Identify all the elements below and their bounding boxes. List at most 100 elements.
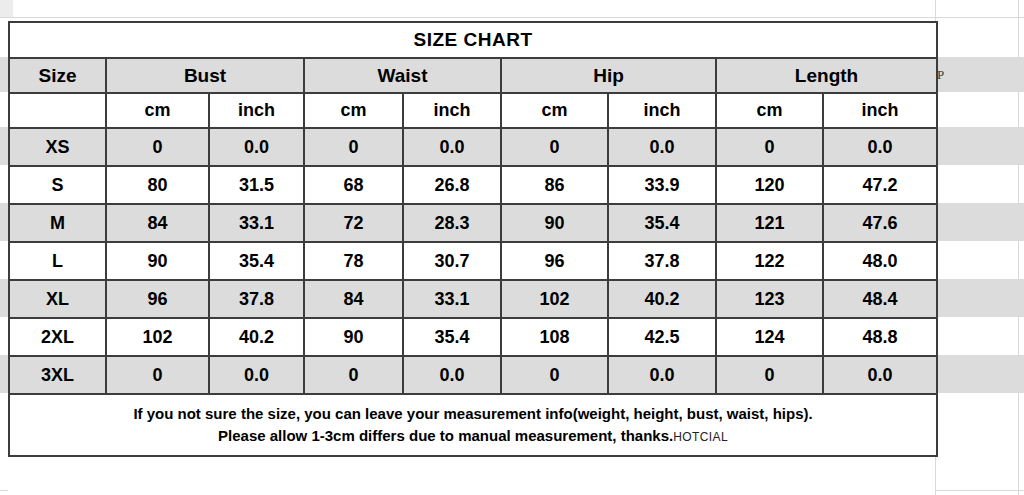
margin-stripe	[0, 57, 8, 92]
measurement-cell: 0	[304, 128, 403, 166]
measurement-cell: 90	[501, 204, 608, 242]
measurement-cell: 47.6	[823, 204, 937, 242]
column-header-hip: Hip	[501, 58, 716, 93]
table-row-3xl: 3XL 0 0.0 0 0.0 0 0.0 0 0.0	[9, 356, 937, 394]
footer-note-line1: If you not sure the size, you can leave …	[10, 403, 936, 425]
unit-header: inch	[209, 93, 304, 128]
unit-header: cm	[501, 93, 608, 128]
measurement-cell: 48.8	[823, 318, 937, 356]
size-chart-page: P SIZE CHART Size Bust Waist Hip Length …	[0, 0, 1024, 495]
spreadsheet-corner-block	[0, 0, 13, 17]
unit-header-row: cm inch cm inch cm inch cm inch	[9, 93, 937, 128]
column-header-bust: Bust	[106, 58, 304, 93]
size-cell: XL	[9, 280, 106, 318]
footer-note-row: If you not sure the size, you can leave …	[9, 394, 937, 456]
table-row-m: M 84 33.1 72 28.3 90 35.4 121 47.6	[9, 204, 937, 242]
unit-header: cm	[304, 93, 403, 128]
measurement-cell: 72	[304, 204, 403, 242]
size-cell: S	[9, 166, 106, 204]
table-title-row: SIZE CHART	[9, 22, 937, 58]
page-title: SIZE CHART	[9, 22, 937, 58]
measurement-cell: 48.0	[823, 242, 937, 280]
unit-header: inch	[823, 93, 937, 128]
measurement-cell: 0.0	[608, 128, 716, 166]
margin-stripe	[936, 127, 1024, 165]
stray-cell-text: P	[937, 66, 957, 84]
margin-stripe	[0, 355, 8, 393]
measurement-cell: 0.0	[608, 356, 716, 394]
measurement-cell: 0.0	[823, 356, 937, 394]
measurement-cell: 35.4	[403, 318, 501, 356]
measurement-cell: 121	[716, 204, 823, 242]
table-row-2xl: 2XL 102 40.2 90 35.4 108 42.5 124 48.8	[9, 318, 937, 356]
table-row-xl: XL 96 37.8 84 33.1 102 40.2 123 48.4	[9, 280, 937, 318]
measurement-cell: 0	[501, 128, 608, 166]
margin-stripe	[0, 279, 8, 317]
measurement-cell: 96	[106, 280, 209, 318]
measurement-cell: 0	[716, 356, 823, 394]
measurement-cell: 90	[304, 318, 403, 356]
table-row-l: L 90 35.4 78 30.7 96 37.8 122 48.0	[9, 242, 937, 280]
measurement-cell: 26.8	[403, 166, 501, 204]
table-row-xs: XS 0 0.0 0 0.0 0 0.0 0 0.0	[9, 128, 937, 166]
measurement-cell: 35.4	[608, 204, 716, 242]
gridline-vertical-table-edge-top	[935, 0, 936, 21]
size-cell: M	[9, 204, 106, 242]
measurement-cell: 48.4	[823, 280, 937, 318]
measurement-cell: 0	[501, 356, 608, 394]
measurement-cell: 120	[716, 166, 823, 204]
unit-header: cm	[716, 93, 823, 128]
measurement-cell: 28.3	[403, 204, 501, 242]
size-cell: 3XL	[9, 356, 106, 394]
gridline-horizontal-bottom-right	[936, 490, 1024, 491]
measurement-cell: 84	[106, 204, 209, 242]
measurement-cell: 31.5	[209, 166, 304, 204]
size-cell: 2XL	[9, 318, 106, 356]
measurement-cell: 42.5	[608, 318, 716, 356]
gridline-horizontal-top	[0, 17, 1024, 18]
table-header-row: Size Bust Waist Hip Length	[9, 58, 937, 93]
margin-stripe	[0, 203, 8, 241]
brand-label: HOTCIAL	[673, 430, 728, 444]
size-cell: L	[9, 242, 106, 280]
table-row-s: S 80 31.5 68 26.8 86 33.9 120 47.2	[9, 166, 937, 204]
measurement-cell: 40.2	[209, 318, 304, 356]
margin-stripe	[936, 355, 1024, 393]
unit-header: inch	[403, 93, 501, 128]
measurement-cell: 90	[106, 242, 209, 280]
measurement-cell: 35.4	[209, 242, 304, 280]
unit-header: cm	[106, 93, 209, 128]
size-cell: XS	[9, 128, 106, 166]
column-header-waist: Waist	[304, 58, 501, 93]
measurement-cell: 68	[304, 166, 403, 204]
measurement-cell: 37.8	[209, 280, 304, 318]
measurement-cell: 40.2	[608, 280, 716, 318]
measurement-cell: 122	[716, 242, 823, 280]
measurement-cell: 47.2	[823, 166, 937, 204]
unit-header: inch	[608, 93, 716, 128]
margin-stripe	[936, 203, 1024, 241]
measurement-cell: 0.0	[209, 128, 304, 166]
measurement-cell: 0.0	[209, 356, 304, 394]
measurement-cell: 84	[304, 280, 403, 318]
measurement-cell: 96	[501, 242, 608, 280]
measurement-cell: 102	[106, 318, 209, 356]
measurement-cell: 108	[501, 318, 608, 356]
gridline-horizontal-bottom-left	[0, 490, 8, 491]
measurement-cell: 78	[304, 242, 403, 280]
measurement-cell: 37.8	[608, 242, 716, 280]
measurement-cell: 0	[304, 356, 403, 394]
size-chart-table: SIZE CHART Size Bust Waist Hip Length cm…	[8, 21, 938, 457]
measurement-cell: 80	[106, 166, 209, 204]
measurement-cell: 124	[716, 318, 823, 356]
measurement-cell: 0.0	[823, 128, 937, 166]
measurement-cell: 0.0	[403, 128, 501, 166]
measurement-cell: 0.0	[403, 356, 501, 394]
margin-stripe	[0, 127, 8, 165]
unit-header-empty	[9, 93, 106, 128]
measurement-cell: 0	[106, 128, 209, 166]
margin-stripe	[936, 279, 1024, 317]
column-header-length: Length	[716, 58, 937, 93]
measurement-cell: 86	[501, 166, 608, 204]
measurement-cell: 33.9	[608, 166, 716, 204]
